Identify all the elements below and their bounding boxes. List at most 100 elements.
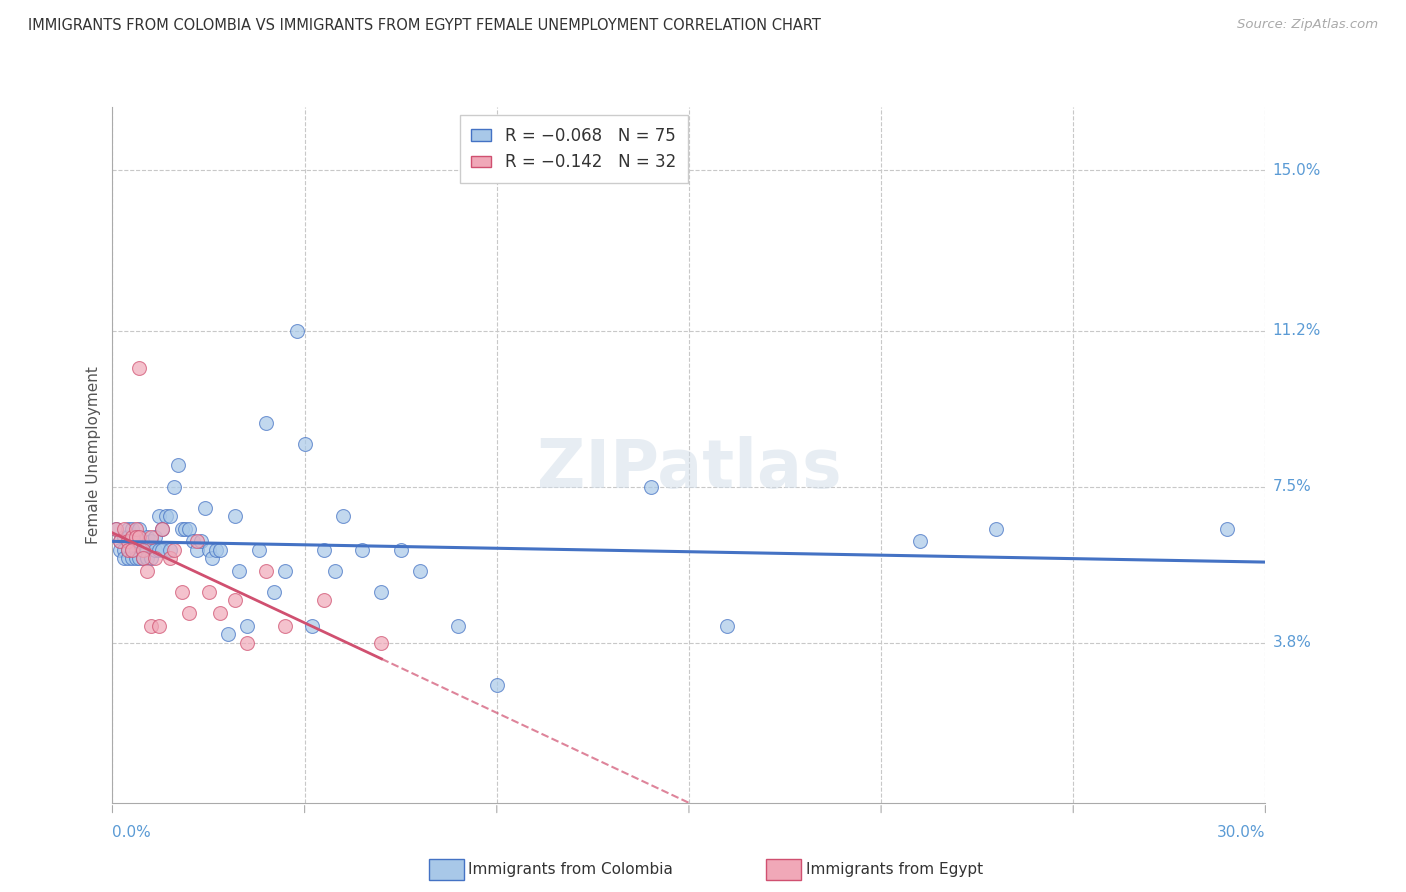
Point [117, 534, 139, 549]
Point [121, 530, 143, 544]
Point [112, 551, 135, 566]
Point [159, 551, 181, 566]
Text: Source: ZipAtlas.com: Source: ZipAtlas.com [1237, 18, 1378, 31]
Point [197, 585, 219, 599]
Point [312, 593, 335, 607]
Point [108, 542, 131, 557]
Point [224, 593, 246, 607]
Point [117, 542, 139, 557]
Point [447, 618, 470, 632]
Point [105, 522, 128, 536]
Point [132, 551, 155, 566]
Point [132, 534, 155, 549]
Point [159, 542, 181, 557]
Point [124, 542, 146, 557]
Point [312, 542, 335, 557]
Point [124, 530, 146, 544]
Point [139, 534, 162, 549]
Point [181, 534, 204, 549]
Point [112, 542, 135, 557]
Point [986, 522, 1008, 536]
Legend: R = −0.068   N = 75, R = −0.142   N = 32: R = −0.068 N = 75, R = −0.142 N = 32 [460, 115, 688, 183]
Point [174, 522, 197, 536]
Point [170, 585, 193, 599]
Point [139, 551, 162, 566]
Point [124, 530, 146, 544]
Point [112, 530, 135, 544]
Point [170, 522, 193, 536]
Point [254, 417, 277, 431]
Point [136, 530, 159, 544]
Point [325, 564, 347, 578]
Text: 30.0%: 30.0% [1218, 825, 1265, 840]
Point [224, 509, 246, 524]
Text: ZIPatlas: ZIPatlas [537, 436, 841, 502]
Text: IMMIGRANTS FROM COLOMBIA VS IMMIGRANTS FROM EGYPT FEMALE UNEMPLOYMENT CORRELATIO: IMMIGRANTS FROM COLOMBIA VS IMMIGRANTS F… [28, 18, 821, 33]
Point [485, 678, 508, 692]
Point [186, 534, 208, 549]
Point [117, 542, 139, 557]
Point [136, 542, 159, 557]
Point [236, 618, 259, 632]
Point [105, 522, 128, 536]
Point [108, 534, 131, 549]
Point [124, 522, 146, 536]
Point [124, 551, 146, 566]
Point [132, 542, 155, 557]
Text: 15.0%: 15.0% [1272, 163, 1320, 178]
Point [332, 509, 354, 524]
Point [209, 542, 232, 557]
Text: Immigrants from Egypt: Immigrants from Egypt [806, 863, 983, 877]
Point [121, 542, 143, 557]
Point [117, 530, 139, 544]
Point [908, 534, 931, 549]
Point [179, 522, 201, 536]
Point [132, 551, 155, 566]
Point [121, 551, 143, 566]
Point [274, 618, 297, 632]
Point [136, 551, 159, 566]
Point [148, 509, 170, 524]
Point [274, 564, 297, 578]
Point [128, 361, 150, 376]
Point [352, 542, 374, 557]
Point [128, 522, 150, 536]
Point [128, 530, 150, 544]
Point [112, 522, 135, 536]
Text: 7.5%: 7.5% [1272, 479, 1312, 494]
Point [209, 606, 232, 620]
Point [228, 564, 250, 578]
Point [132, 542, 155, 557]
Point [217, 627, 239, 641]
Point [152, 542, 174, 557]
Point [117, 522, 139, 536]
Text: Immigrants from Colombia: Immigrants from Colombia [468, 863, 673, 877]
Point [136, 564, 159, 578]
Point [389, 542, 412, 557]
Point [143, 530, 166, 544]
Point [263, 585, 285, 599]
Point [370, 635, 392, 649]
Point [128, 534, 150, 549]
Text: 0.0%: 0.0% [112, 825, 152, 840]
Point [163, 542, 186, 557]
Point [121, 522, 143, 536]
Point [236, 635, 259, 649]
Point [301, 618, 323, 632]
Point [121, 542, 143, 557]
Point [285, 324, 308, 338]
Point [254, 564, 277, 578]
Point [148, 618, 170, 632]
Point [143, 551, 166, 566]
Point [152, 522, 174, 536]
Point [197, 542, 219, 557]
Point [108, 534, 131, 549]
Point [205, 542, 228, 557]
Point [121, 534, 143, 549]
Point [166, 458, 188, 473]
Text: 3.8%: 3.8% [1272, 635, 1312, 650]
Text: 11.2%: 11.2% [1272, 323, 1320, 338]
Point [716, 618, 738, 632]
Point [152, 522, 174, 536]
Point [640, 479, 662, 493]
